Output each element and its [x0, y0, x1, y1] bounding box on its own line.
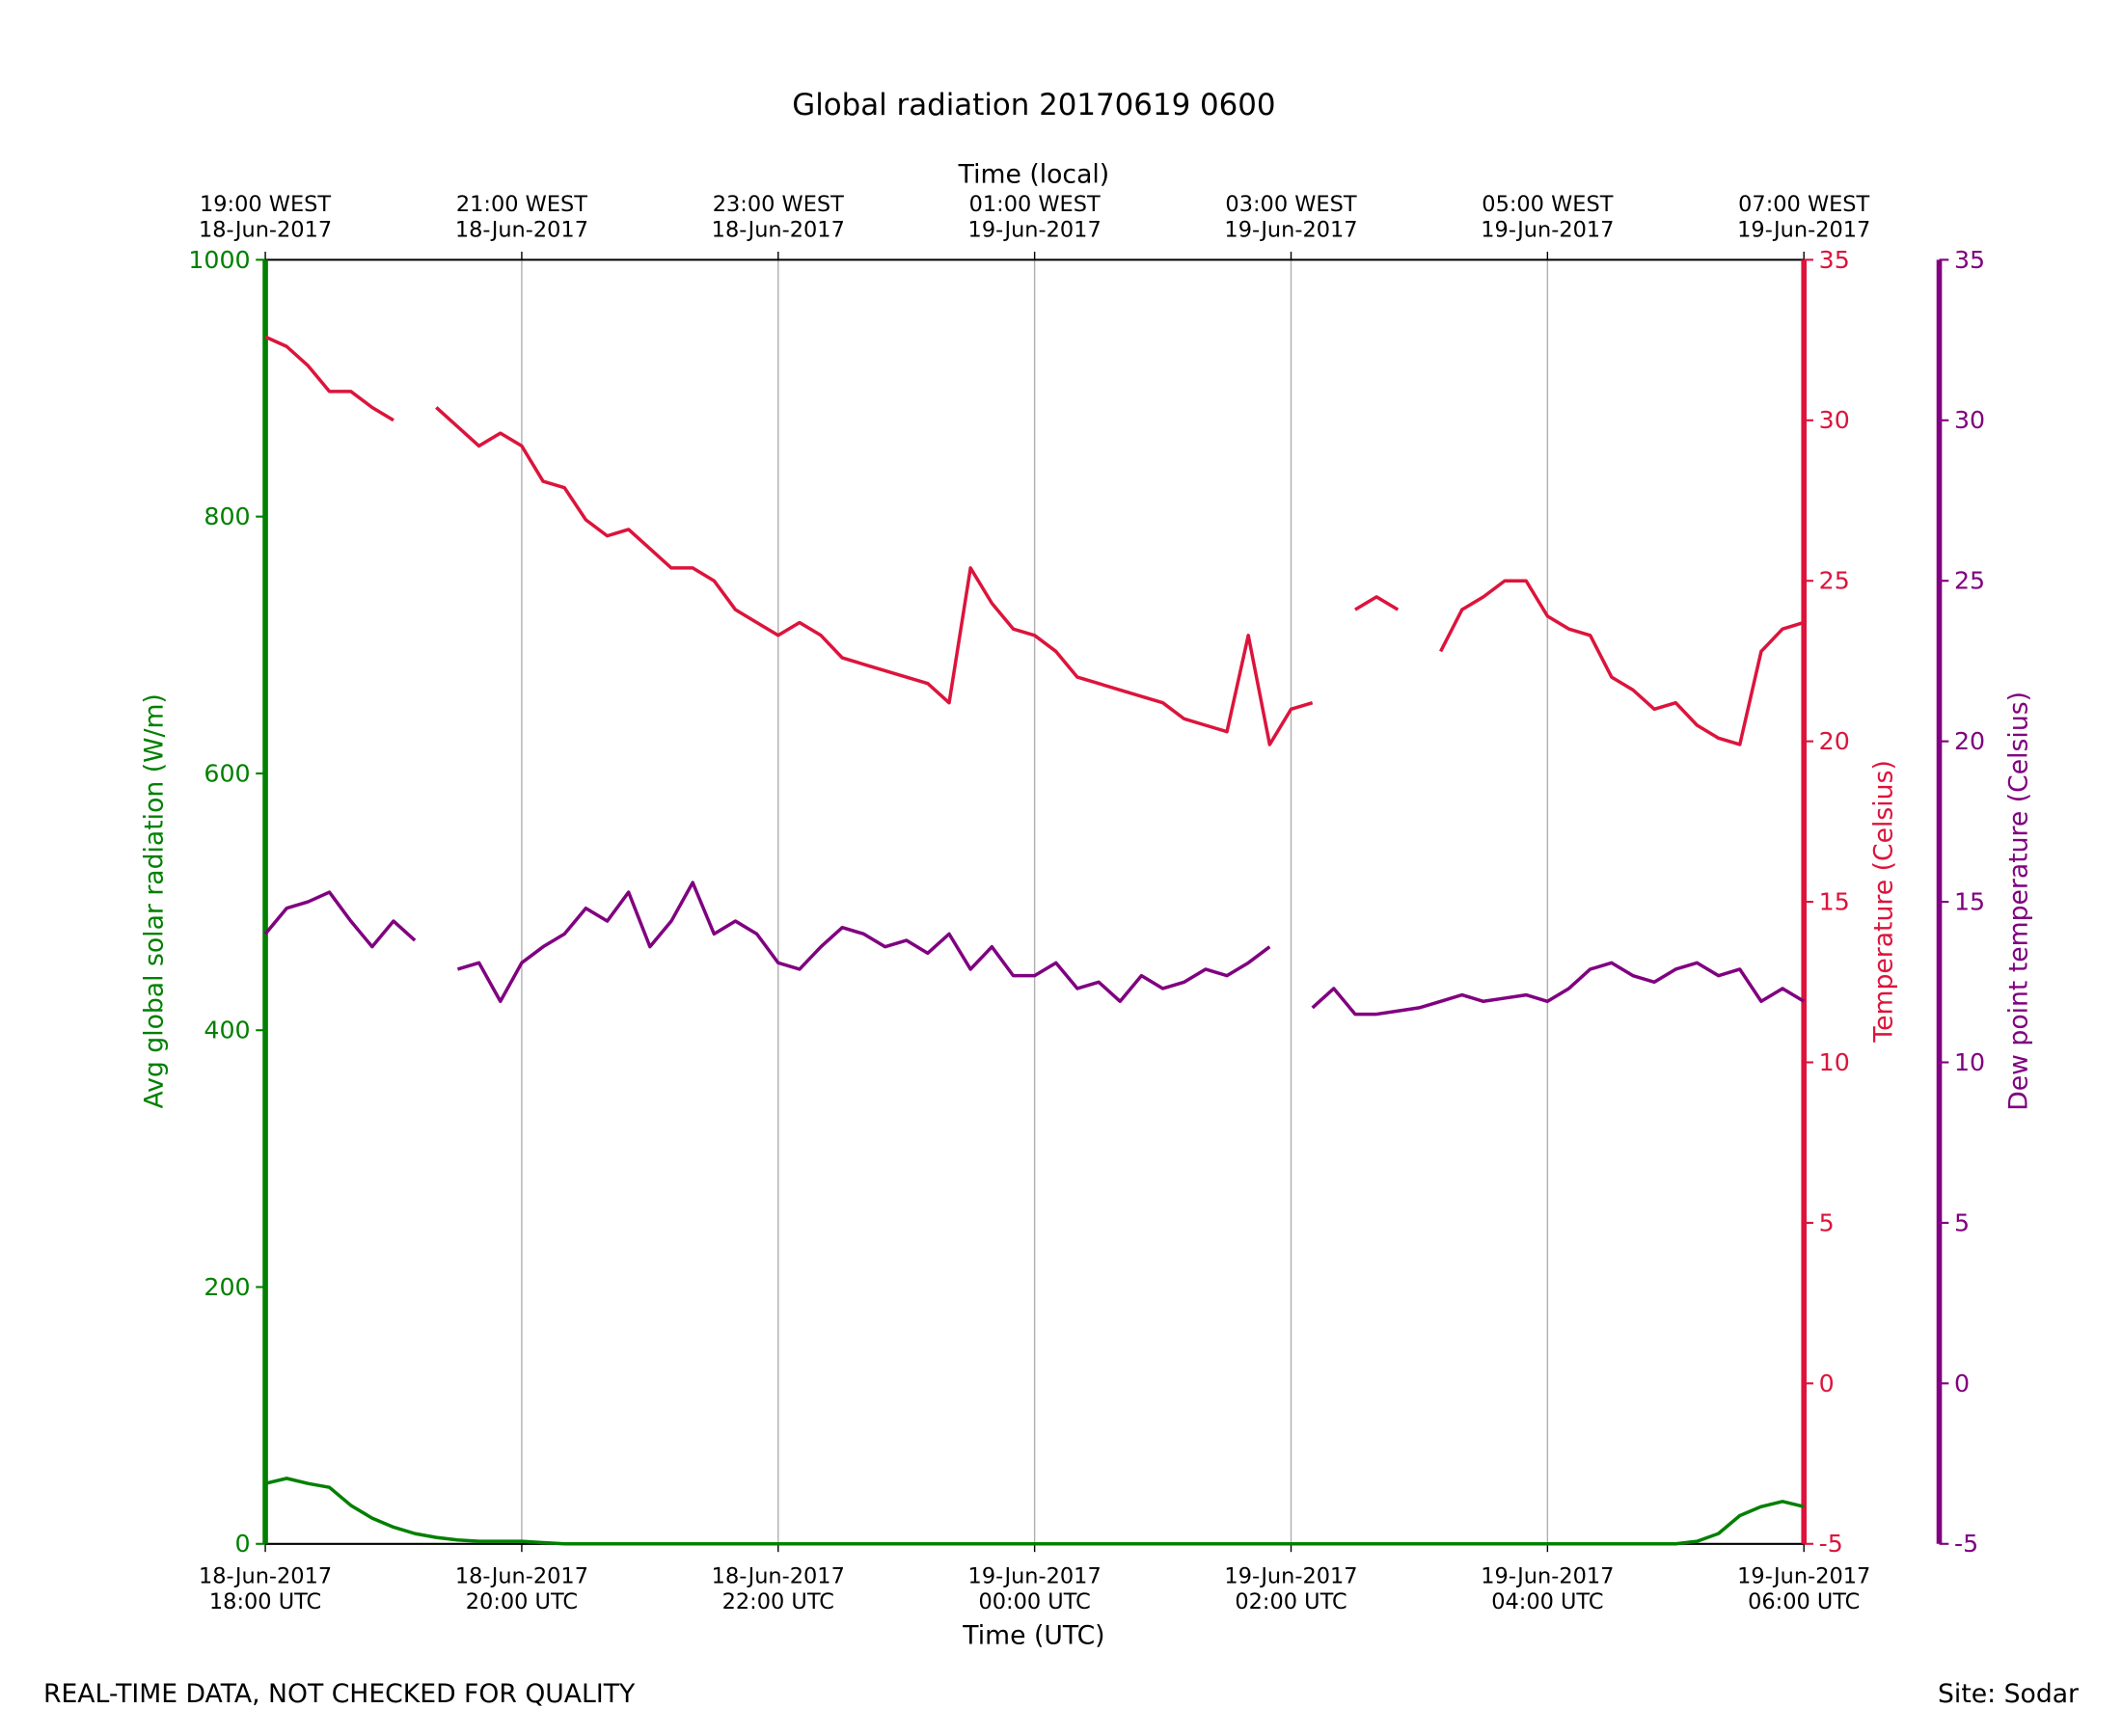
y-tick-label: 400	[204, 1017, 250, 1044]
y2-tick-label: 25	[1819, 567, 1850, 595]
y2-tick-label: 5	[1819, 1208, 1835, 1236]
x2-tick-label: 03:00 WEST 19-Jun-2017	[1224, 192, 1357, 243]
x-tick-label: 19-Jun-2017 04:00 UTC	[1481, 1563, 1614, 1614]
y-tick-label: 600	[204, 759, 250, 787]
y2-tick-label: 20	[1819, 727, 1850, 755]
site-label: Site: Sodar	[1938, 1679, 2079, 1709]
y3-axis-label: Dew point temperature (Celsius)	[2004, 692, 2034, 1111]
y3-tick-label: 15	[1954, 887, 1985, 915]
x2-tick-label: 19:00 WEST 18-Jun-2017	[199, 192, 332, 243]
x2-axis-label: Time (local)	[958, 159, 1110, 189]
x-tick-label: 19-Jun-2017 02:00 UTC	[1224, 1563, 1357, 1614]
y3-tick-label: 30	[1954, 406, 1985, 434]
y2-tick-label: 30	[1819, 406, 1850, 434]
y2-tick-label: 35	[1819, 246, 1850, 274]
x-axis-label: Time (UTC)	[962, 1621, 1104, 1651]
y2-axis-label: Temperature (Celsius)	[1868, 760, 1898, 1043]
y3-tick-label: 5	[1954, 1208, 1970, 1236]
x-tick-label: 18-Jun-2017 20:00 UTC	[455, 1563, 588, 1614]
x2-tick-label: 07:00 WEST 19-Jun-2017	[1737, 192, 1870, 243]
y-tick-label: 800	[204, 502, 250, 530]
y-tick-label: 0	[235, 1530, 251, 1558]
y2-tick-label: 15	[1819, 887, 1850, 915]
y3-tick-label: -5	[1954, 1530, 1978, 1558]
y3-tick-label: 20	[1954, 727, 1985, 755]
x2-tick-label: 01:00 WEST 19-Jun-2017	[968, 192, 1102, 243]
y3-tick-label: 10	[1954, 1048, 1985, 1076]
y3-tick-label: 25	[1954, 567, 1985, 595]
x2-tick-label: 21:00 WEST 18-Jun-2017	[455, 192, 588, 243]
x-tick-label: 19-Jun-2017 06:00 UTC	[1737, 1563, 1870, 1614]
series-line	[263, 881, 1806, 1017]
y-tick-label: 200	[204, 1273, 250, 1301]
y-axis-label: Avg global solar radiation (W/m)	[139, 693, 169, 1108]
y3-tick-label: 0	[1954, 1370, 1970, 1397]
chart-title: Global radiation 20170619 0600	[792, 88, 1275, 122]
x-tick-label: 19-Jun-2017 00:00 UTC	[968, 1563, 1102, 1614]
y-tick-label: 1000	[188, 246, 250, 274]
footnote: REAL-TIME DATA, NOT CHECKED FOR QUALITY	[43, 1679, 636, 1709]
y2-tick-label: 10	[1819, 1048, 1850, 1076]
y3-tick-label: 35	[1954, 246, 1985, 274]
x-tick-label: 18-Jun-2017 22:00 UTC	[712, 1563, 845, 1614]
series-line	[264, 335, 1805, 746]
x-tick-label: 18-Jun-2017 18:00 UTC	[199, 1563, 332, 1614]
y2-tick-label: -5	[1819, 1530, 1843, 1558]
y2-tick-label: 0	[1819, 1370, 1835, 1397]
series-line	[264, 1477, 1805, 1546]
x2-tick-label: 23:00 WEST 18-Jun-2017	[712, 192, 845, 243]
x2-tick-label: 05:00 WEST 19-Jun-2017	[1481, 192, 1614, 243]
